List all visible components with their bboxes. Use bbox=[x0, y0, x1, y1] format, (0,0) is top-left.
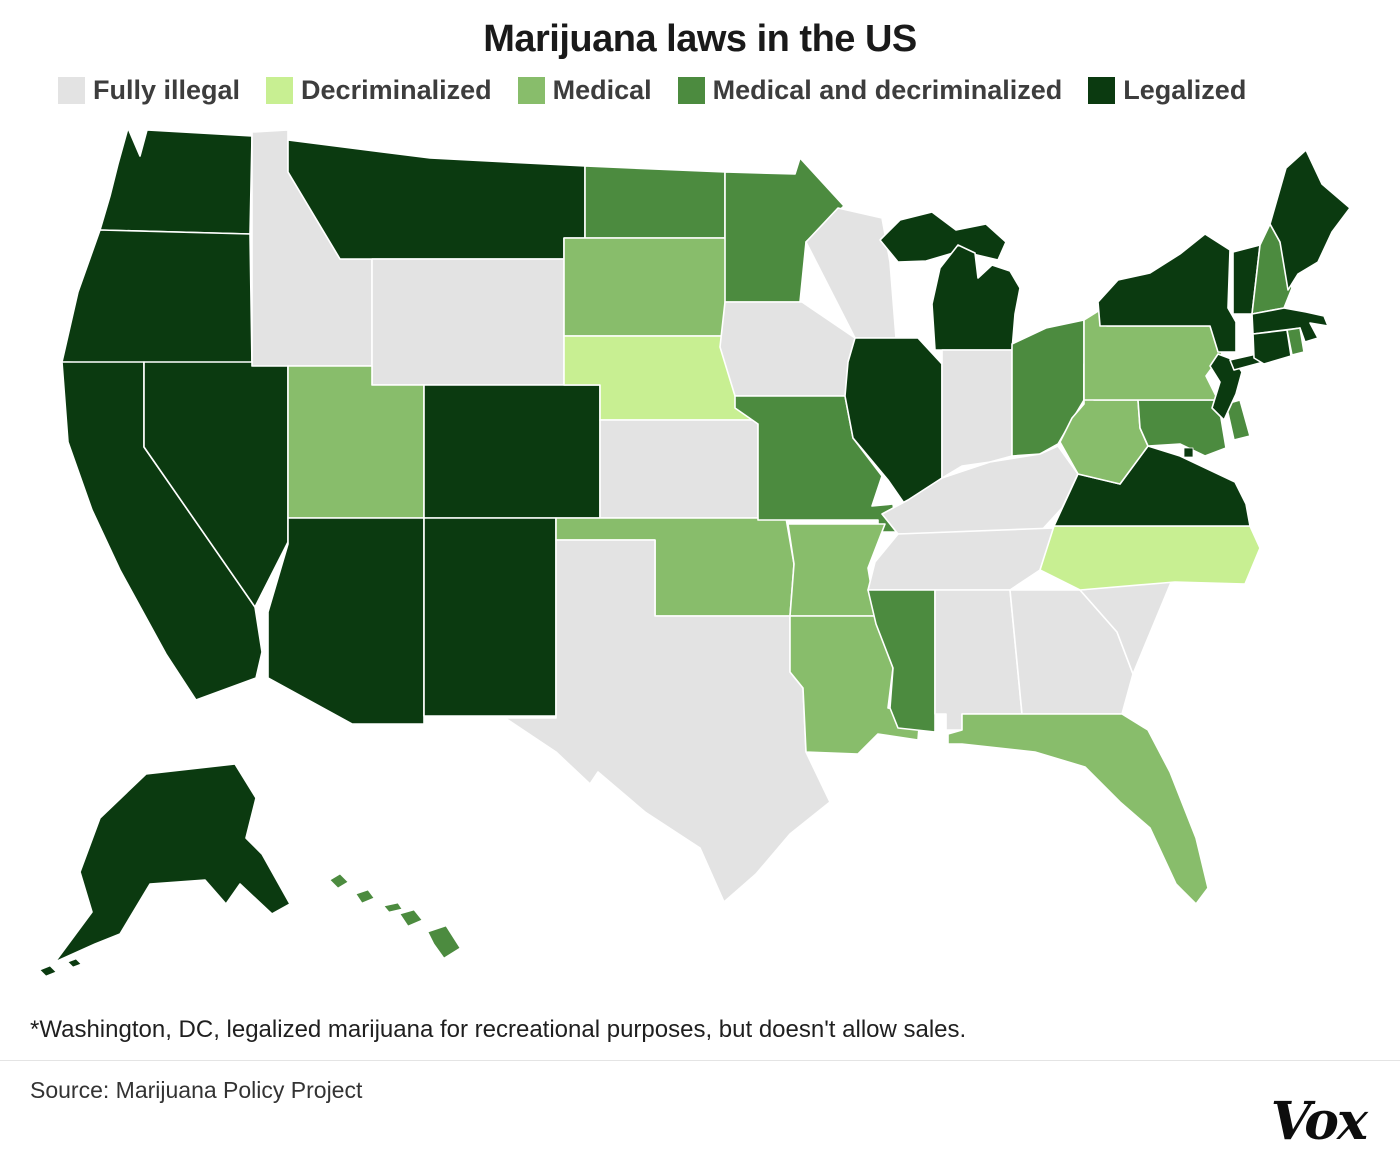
legend-swatch-fully_illegal bbox=[58, 77, 85, 104]
state-hawaii-molokai bbox=[383, 902, 403, 913]
state-montana bbox=[287, 139, 586, 260]
state-iowa bbox=[719, 301, 856, 397]
state-florida bbox=[947, 713, 1209, 905]
state-colorado bbox=[423, 384, 601, 519]
state-alaska-aleutians-1 bbox=[39, 965, 57, 977]
legend-item-legalized: Legalized bbox=[1088, 75, 1246, 106]
state-kansas bbox=[599, 419, 759, 519]
state-washington bbox=[99, 127, 253, 235]
footnote: *Washington, DC, legalized marijuana for… bbox=[30, 1016, 967, 1043]
state-tennessee bbox=[867, 527, 1055, 591]
state-alaska-aleutians-2 bbox=[67, 958, 82, 968]
state-maine bbox=[1269, 149, 1351, 291]
legend-swatch-legalized bbox=[1088, 77, 1116, 104]
state-michigan bbox=[931, 244, 1021, 351]
state-north-carolina bbox=[1039, 525, 1261, 591]
state-oregon bbox=[61, 229, 253, 367]
state-hawaii-kauai bbox=[329, 873, 349, 889]
divider bbox=[0, 1060, 1400, 1061]
legend-label-medical: Medical bbox=[552, 75, 652, 105]
legend-item-decriminalized: Decriminalized bbox=[266, 75, 492, 106]
state-alabama bbox=[934, 589, 1023, 731]
state-hawaii-big-island bbox=[427, 925, 461, 959]
state-new-mexico bbox=[423, 517, 557, 717]
state-delaware bbox=[1225, 399, 1251, 441]
legend-label-decriminalized: Decriminalized bbox=[301, 75, 492, 105]
legend-item-fully_illegal: Fully illegal bbox=[58, 75, 240, 106]
legend-item-medical: Medical bbox=[517, 75, 652, 106]
state-indiana bbox=[941, 349, 1013, 479]
state-arizona bbox=[267, 517, 425, 725]
legend-item-medical_decriminalized: Medical and decriminalized bbox=[677, 75, 1063, 106]
state-north-dakota bbox=[584, 165, 726, 239]
state-rhode-island bbox=[1286, 327, 1305, 356]
state-michigan-upper-peninsula bbox=[879, 211, 1007, 263]
chart-container: { "title": "Marijuana laws in the US", "… bbox=[0, 18, 1400, 1162]
legend-label-fully_illegal: Fully illegal bbox=[93, 75, 241, 105]
legend: Fully illegal Decriminalized Medical Medica… bbox=[58, 75, 1400, 106]
vox-logo: Vox bbox=[1270, 1091, 1368, 1152]
source-credit: Source: Marijuana Policy Project bbox=[30, 1077, 363, 1103]
state-wyoming bbox=[371, 258, 565, 386]
legend-label-medical_decriminalized: Medical and decriminalized bbox=[712, 75, 1063, 105]
state-hawaii-oahu bbox=[355, 889, 375, 904]
state-district-of-columbia bbox=[1183, 447, 1194, 458]
legend-swatch-medical bbox=[517, 77, 545, 104]
us-map bbox=[39, 127, 1351, 977]
state-new-york bbox=[1097, 233, 1237, 353]
page-title: Marijuana laws in the US bbox=[483, 18, 917, 60]
legend-label-legalized: Legalized bbox=[1123, 75, 1247, 105]
state-south-dakota bbox=[563, 237, 732, 337]
legend-swatch-decriminalized bbox=[266, 77, 294, 104]
state-alaska bbox=[54, 763, 291, 963]
state-hawaii-maui bbox=[399, 909, 423, 927]
legend-swatch-medical_decriminalized bbox=[677, 77, 705, 104]
state-connecticut bbox=[1252, 329, 1292, 365]
state-utah bbox=[287, 365, 425, 519]
